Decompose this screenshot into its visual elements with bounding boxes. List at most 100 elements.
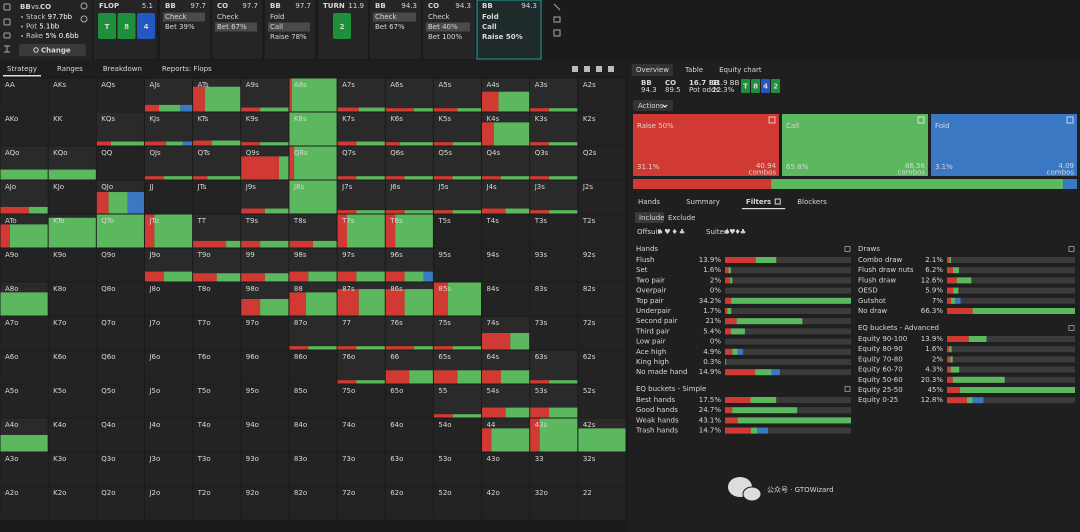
hand-cell[interactable]: [48, 78, 96, 112]
hand-cell[interactable]: [96, 350, 144, 384]
hand-cell[interactable]: [144, 282, 193, 316]
sub-tab[interactable]: Blockers: [797, 198, 827, 206]
icon[interactable]: [3, 3, 11, 11]
actions-button-label[interactable]: Actions: [638, 102, 664, 110]
hand-cell[interactable]: [433, 248, 482, 282]
line-action[interactable]: Bet 100%: [428, 33, 462, 41]
hand-cell[interactable]: [433, 112, 482, 146]
hand-cell[interactable]: [144, 486, 193, 520]
icon[interactable]: [80, 15, 88, 23]
icon[interactable]: [80, 2, 88, 10]
hand-cell[interactable]: [241, 452, 289, 486]
hand-cell[interactable]: [193, 146, 241, 180]
hand-cell[interactable]: [96, 384, 144, 418]
tab[interactable]: Breakdown: [103, 65, 142, 73]
hand-cell[interactable]: [578, 316, 626, 350]
hand-cell[interactable]: [482, 180, 530, 214]
hand-cell[interactable]: [241, 180, 289, 214]
hand-cell[interactable]: [96, 112, 144, 146]
line-column[interactable]: [370, 0, 421, 59]
hand-cell[interactable]: [337, 350, 385, 384]
sub-tab[interactable]: Filters: [746, 198, 771, 206]
hand-cell[interactable]: [96, 146, 144, 180]
hand-cell[interactable]: [96, 248, 144, 282]
hand-cell[interactable]: [578, 78, 626, 112]
hand-cell[interactable]: [289, 316, 337, 350]
actions-button[interactable]: [633, 100, 673, 111]
hand-cell[interactable]: [289, 486, 337, 520]
hand-cell[interactable]: [530, 282, 578, 316]
hand-cell[interactable]: [530, 350, 578, 384]
hand-cell[interactable]: [144, 452, 193, 486]
hand-cell[interactable]: [385, 316, 433, 350]
hand-cell[interactable]: [193, 112, 241, 146]
hand-cell[interactable]: [433, 452, 482, 486]
include[interactable]: Include: [639, 214, 664, 222]
line-action[interactable]: Check: [165, 13, 187, 21]
tab[interactable]: Strategy: [7, 65, 37, 73]
hand-cell[interactable]: [385, 112, 433, 146]
hand-cell[interactable]: [337, 78, 385, 112]
icon[interactable]: [553, 29, 561, 37]
exclude[interactable]: Exclude: [668, 214, 695, 222]
icon[interactable]: [553, 16, 561, 23]
hand-cell[interactable]: [433, 418, 482, 452]
hand-cell[interactable]: [193, 418, 241, 452]
hand-cell[interactable]: [530, 316, 578, 350]
hand-cell[interactable]: [433, 146, 482, 180]
tab[interactable]: Ranges: [57, 65, 83, 73]
hand-cell[interactable]: [0, 384, 48, 418]
line-action[interactable]: Raise 50%: [482, 33, 523, 41]
line-action[interactable]: Bet 40%: [428, 23, 458, 31]
hand-cell[interactable]: [241, 418, 289, 452]
hand-cell[interactable]: [578, 384, 626, 418]
hand-cell[interactable]: [433, 316, 482, 350]
hand-cell[interactable]: [337, 146, 385, 180]
hand-cell[interactable]: [96, 486, 144, 520]
hand-cell[interactable]: [482, 282, 530, 316]
hand-cell[interactable]: [337, 486, 385, 520]
line-action[interactable]: Check: [428, 13, 450, 21]
line-action[interactable]: Bet 39%: [165, 23, 195, 31]
suited-suits[interactable]: ♠♥♦♣: [724, 228, 747, 236]
hand-cell[interactable]: [48, 112, 96, 146]
hand-cell[interactable]: [578, 486, 626, 520]
hand-cell[interactable]: [578, 112, 626, 146]
hand-cell[interactable]: [433, 180, 482, 214]
icon[interactable]: [3, 32, 11, 39]
hand-cell[interactable]: [48, 180, 96, 214]
hand-cell[interactable]: [241, 486, 289, 520]
hand-cell[interactable]: [48, 486, 96, 520]
hand-cell[interactable]: [96, 282, 144, 316]
hand-cell[interactable]: [193, 384, 241, 418]
sub-tab[interactable]: Hands: [638, 198, 660, 206]
hand-cell[interactable]: [144, 112, 193, 146]
hand-cell[interactable]: [289, 418, 337, 452]
hand-cell[interactable]: [578, 214, 626, 248]
hand-cell[interactable]: [96, 418, 144, 452]
hand-cell[interactable]: [144, 384, 193, 418]
hand-cell[interactable]: [0, 486, 48, 520]
hand-cell[interactable]: [0, 112, 48, 146]
hand-cell[interactable]: [385, 146, 433, 180]
icon[interactable]: [4, 45, 10, 53]
hand-cell[interactable]: [96, 452, 144, 486]
hand-cell[interactable]: [385, 452, 433, 486]
hand-cell[interactable]: [241, 78, 289, 112]
line-action[interactable]: Fold: [270, 13, 284, 21]
line-action[interactable]: Call: [270, 23, 283, 31]
hand-cell[interactable]: [337, 180, 385, 214]
hand-cell[interactable]: [193, 452, 241, 486]
hand-cell[interactable]: [193, 486, 241, 520]
hand-cell[interactable]: [96, 78, 144, 112]
line-action[interactable]: Call: [482, 23, 497, 31]
hand-cell[interactable]: [48, 282, 96, 316]
hand-cell[interactable]: [578, 248, 626, 282]
hand-cell[interactable]: [530, 112, 578, 146]
line-column[interactable]: [476, 0, 542, 60]
hand-cell[interactable]: [0, 248, 48, 282]
hand-cell[interactable]: [241, 384, 289, 418]
hand-cell[interactable]: [530, 78, 578, 112]
hand-cell[interactable]: [48, 248, 96, 282]
offsuit-suits[interactable]: ♠♥♦♣: [657, 228, 686, 236]
